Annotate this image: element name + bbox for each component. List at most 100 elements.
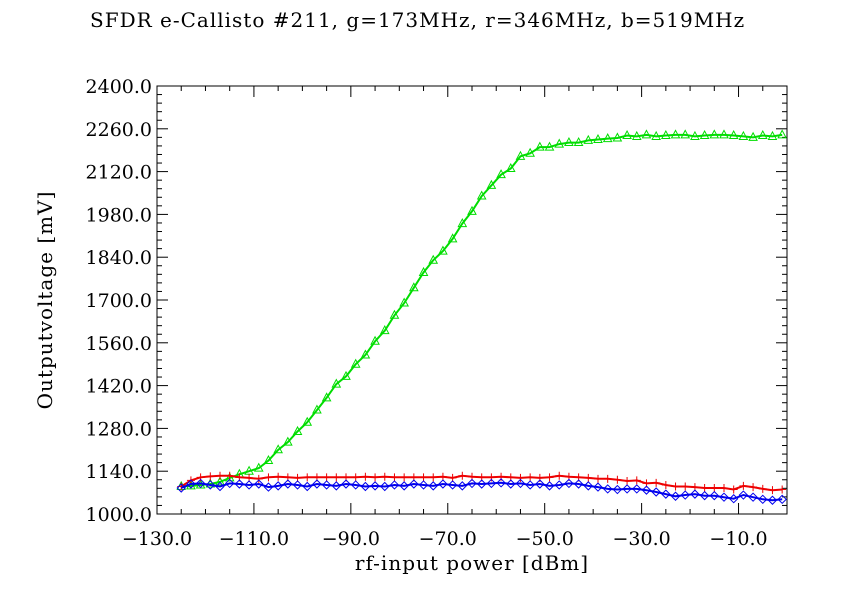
triangle-marker bbox=[447, 233, 458, 243]
diamond-marker bbox=[195, 478, 206, 489]
triangle-marker bbox=[544, 141, 555, 151]
x-tick-label: −130.0 bbox=[122, 528, 192, 550]
y-tick-label: 1840.0 bbox=[86, 247, 152, 269]
y-tick-label: 1140.0 bbox=[86, 461, 152, 483]
diamond-marker bbox=[525, 480, 535, 490]
triangle-marker bbox=[331, 378, 342, 388]
triangle-marker bbox=[341, 370, 351, 380]
triangle-marker bbox=[525, 147, 535, 157]
plus-marker bbox=[632, 476, 641, 485]
diamond-marker bbox=[283, 479, 293, 489]
triangle-marker bbox=[399, 297, 409, 307]
diamond-marker bbox=[254, 479, 264, 489]
diamond-marker bbox=[573, 479, 584, 489]
triangle-marker bbox=[719, 129, 729, 139]
triangle-marker bbox=[573, 136, 584, 147]
diamond-marker bbox=[215, 481, 225, 492]
plus-marker bbox=[681, 482, 690, 491]
plus-marker bbox=[526, 473, 535, 482]
diamond-marker bbox=[632, 484, 642, 494]
diamond-marker bbox=[670, 491, 681, 501]
plus-marker bbox=[264, 473, 273, 482]
x-tick-label: −110.0 bbox=[219, 528, 289, 550]
diamond-marker bbox=[224, 478, 235, 489]
triangle-marker bbox=[379, 325, 390, 335]
diamond-marker bbox=[302, 481, 312, 492]
y-tick-label: 1420.0 bbox=[86, 376, 152, 398]
chart-title: SFDR e-Callisto #211, g=173MHz, r=346MHz… bbox=[90, 8, 745, 32]
y-tick-label: 1700.0 bbox=[86, 290, 152, 312]
triangle-marker bbox=[748, 131, 758, 141]
diamond-marker bbox=[438, 479, 448, 489]
diamond-marker bbox=[370, 481, 380, 491]
plus-marker bbox=[749, 483, 758, 492]
diamond-marker bbox=[748, 492, 758, 502]
triangle-marker bbox=[728, 129, 739, 140]
triangle-marker bbox=[680, 129, 691, 139]
diamond-marker bbox=[709, 490, 720, 501]
triangle-marker bbox=[438, 245, 448, 255]
plus-marker bbox=[380, 472, 389, 481]
diamond-marker bbox=[515, 478, 526, 489]
series-layer bbox=[176, 129, 787, 505]
plus-marker bbox=[303, 473, 312, 482]
series-line-triangle bbox=[181, 133, 783, 488]
diamond-marker bbox=[680, 490, 690, 500]
diamond-marker bbox=[312, 479, 322, 489]
triangle-marker bbox=[593, 133, 603, 143]
plus-marker bbox=[458, 471, 467, 480]
triangle-marker bbox=[699, 129, 710, 140]
triangle-marker bbox=[283, 436, 293, 446]
plus-marker bbox=[739, 481, 748, 490]
plus-marker bbox=[652, 478, 661, 487]
diamond-marker bbox=[321, 480, 332, 490]
plus-marker bbox=[613, 475, 622, 484]
triangle-marker bbox=[777, 129, 787, 139]
diamond-marker bbox=[350, 480, 361, 490]
diamond-marker bbox=[593, 482, 603, 492]
diamond-marker bbox=[476, 479, 487, 489]
triangle-marker bbox=[467, 205, 477, 215]
y-tick-label: 1980.0 bbox=[86, 204, 152, 226]
diamond-marker bbox=[486, 478, 497, 489]
triangle-marker bbox=[215, 476, 225, 486]
diamond-marker bbox=[535, 479, 545, 489]
diamond-marker bbox=[244, 480, 254, 490]
plus-marker bbox=[671, 482, 680, 491]
triangle-marker bbox=[651, 130, 661, 140]
triangle-marker bbox=[350, 358, 361, 368]
triangle-marker bbox=[505, 162, 516, 173]
diamond-marker bbox=[622, 484, 632, 494]
plus-marker bbox=[661, 480, 670, 489]
triangle-marker bbox=[457, 218, 468, 228]
triangle-marker bbox=[302, 416, 313, 426]
diamond-marker bbox=[496, 478, 506, 488]
plus-marker bbox=[720, 484, 728, 493]
plus-marker bbox=[429, 473, 438, 482]
plus-marker bbox=[603, 474, 612, 483]
plus-marker bbox=[594, 474, 602, 483]
triangle-marker bbox=[292, 425, 303, 435]
diamond-marker bbox=[205, 480, 216, 490]
triangle-marker bbox=[767, 130, 778, 140]
plus-marker bbox=[274, 472, 283, 481]
plus-marker bbox=[700, 484, 709, 493]
plus-marker bbox=[371, 473, 380, 482]
diamond-marker bbox=[428, 481, 438, 491]
diamond-marker bbox=[418, 480, 429, 490]
diamond-marker bbox=[360, 481, 371, 492]
diamond-marker bbox=[554, 480, 564, 490]
triangle-marker bbox=[757, 129, 768, 140]
triangle-marker bbox=[583, 134, 594, 144]
triangle-marker bbox=[418, 266, 429, 276]
x-axis-label: rf-input power [dBm] bbox=[355, 551, 589, 575]
diamond-marker bbox=[564, 478, 574, 489]
diamond-marker bbox=[263, 482, 274, 492]
diamond-marker bbox=[641, 485, 652, 495]
diamond-marker bbox=[186, 479, 196, 489]
y-tick-label: 2400.0 bbox=[86, 76, 152, 98]
triangle-marker bbox=[535, 141, 545, 151]
diamond-marker bbox=[690, 489, 700, 499]
